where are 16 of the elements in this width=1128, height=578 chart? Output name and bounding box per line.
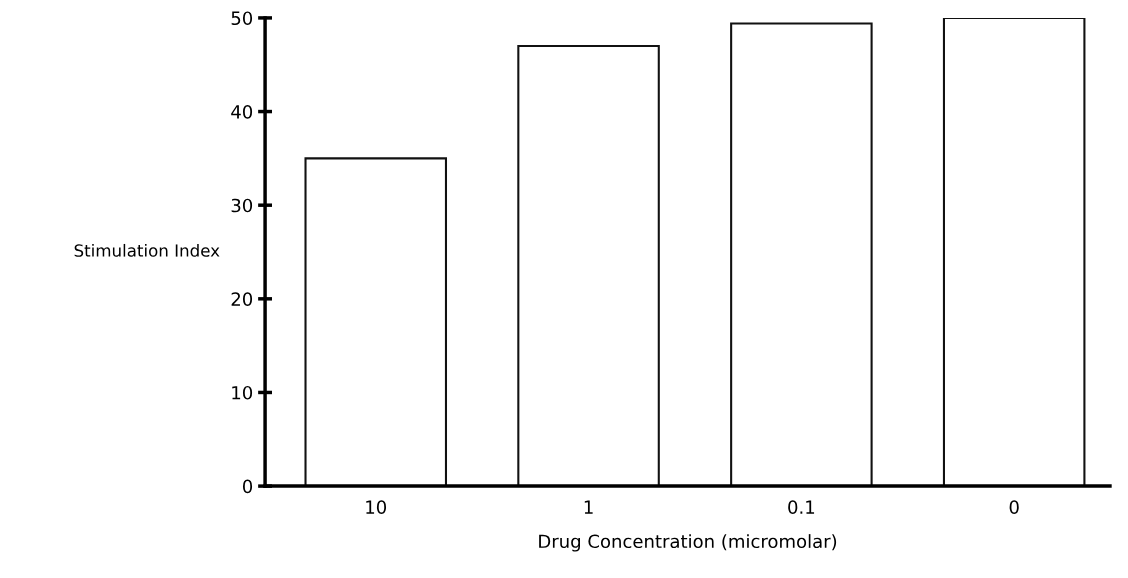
y-tick-label: 20 bbox=[231, 292, 253, 306]
x-tick-label: 1 bbox=[584, 500, 593, 514]
x-tick-label: 0.1 bbox=[788, 500, 815, 514]
y-tick-label: 10 bbox=[232, 385, 253, 400]
x-tick-label: 10 bbox=[366, 500, 387, 514]
y-tick-label: 30 bbox=[231, 198, 253, 213]
x-axis-title: Drug Concentration (micromolar) bbox=[539, 534, 837, 552]
bar bbox=[942, 17, 1086, 487]
bar bbox=[304, 157, 448, 487]
x-tick-label: 0 bbox=[1009, 500, 1019, 514]
bar bbox=[517, 44, 660, 487]
y-axis-title: Stimulation Index bbox=[74, 243, 220, 257]
y-tick-label: 50 bbox=[231, 11, 253, 26]
y-tick-label: 40 bbox=[231, 105, 253, 119]
y-tick-label: 0 bbox=[242, 479, 253, 494]
bar bbox=[730, 22, 873, 487]
